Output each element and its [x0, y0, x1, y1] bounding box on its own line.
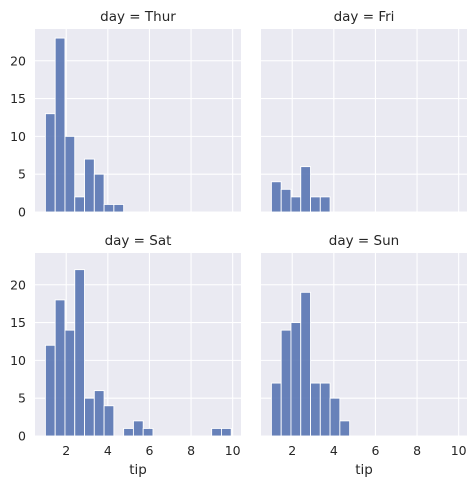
- y-tick-label: 20: [10, 277, 26, 292]
- histogram-bar: [54, 299, 66, 437]
- y-tick-label: 10: [10, 129, 26, 144]
- y-tick-label: 15: [10, 315, 26, 330]
- histogram-bar: [142, 427, 154, 437]
- panel-title: day = Fri: [334, 9, 395, 25]
- histogram-bar: [64, 135, 76, 213]
- panel-title: day = Thur: [100, 9, 176, 25]
- y-tick-label: 5: [18, 167, 26, 182]
- histogram-bar: [300, 291, 311, 437]
- figure-labels: tip tip: [129, 462, 373, 478]
- y-tick-label: 15: [10, 91, 26, 106]
- facet-panels: day = Thur 0 5 10 15 20 day = Fri day = Sat 0 5 10…: [10, 9, 467, 458]
- x-tick-label: 4: [330, 443, 338, 458]
- histogram-bar: [123, 427, 134, 437]
- histogram-bar: [84, 397, 95, 437]
- histogram-bar: [310, 382, 321, 437]
- x-axis-label: tip: [129, 462, 147, 478]
- y-tick-label: 0: [18, 205, 26, 220]
- histogram-bar: [44, 344, 56, 437]
- y-tick-label: 20: [10, 53, 26, 68]
- histogram-bar: [319, 382, 331, 437]
- histogram-bar: [270, 382, 282, 437]
- histogram-bar: [64, 329, 76, 437]
- x-tick-label: 10: [451, 443, 467, 458]
- histogram-bar: [290, 196, 302, 213]
- histogram-bar: [113, 203, 125, 213]
- panel-title: day = Sun: [329, 233, 399, 249]
- axes-background: [261, 29, 467, 212]
- x-tick-label: 2: [288, 443, 296, 458]
- y-tick-label: 5: [18, 391, 26, 406]
- histogram-bar: [103, 405, 115, 437]
- facet-panel-1: day = Fri: [261, 9, 467, 213]
- x-tick-label: 8: [413, 443, 421, 458]
- histogram-bar: [103, 203, 115, 213]
- histogram-bar: [93, 173, 105, 213]
- histogram-bar: [339, 420, 351, 437]
- x-tick-label: 6: [371, 443, 379, 458]
- histogram-bar: [319, 196, 331, 213]
- histogram-bar: [132, 420, 144, 437]
- histogram-bar: [270, 181, 282, 213]
- histogram-bar: [300, 166, 311, 213]
- histogram-bar: [54, 37, 66, 213]
- histogram-bar: [44, 113, 56, 213]
- x-tick-label: 8: [187, 443, 195, 458]
- x-tick-label: 10: [225, 443, 241, 458]
- histogram-bar: [280, 329, 292, 437]
- histogram-bar: [84, 158, 95, 213]
- x-tick-label: 6: [145, 443, 153, 458]
- facet-panel-2: day = Sat 0 5 10 15 20 2 4 6 8 10: [10, 233, 241, 458]
- histogram-bar: [74, 196, 85, 213]
- x-tick-label: 4: [104, 443, 112, 458]
- x-tick-label: 2: [62, 443, 70, 458]
- x-axis-label: tip: [355, 462, 373, 478]
- y-tick-label: 10: [10, 353, 26, 368]
- histogram-bar: [220, 427, 232, 437]
- histogram-bar: [74, 269, 85, 437]
- histogram-bar: [280, 188, 292, 213]
- histogram-bar: [93, 390, 105, 437]
- histogram-bar: [310, 196, 321, 213]
- histogram-bar: [211, 427, 222, 437]
- y-tick-label: 0: [18, 429, 26, 444]
- facet-panel-3: day = Sun 2 4 6 8 10: [261, 233, 467, 458]
- facet-panel-0: day = Thur 0 5 10 15 20: [10, 9, 241, 220]
- panel-title: day = Sat: [105, 233, 172, 249]
- histogram-bar: [290, 322, 302, 437]
- histogram-bar: [329, 397, 341, 437]
